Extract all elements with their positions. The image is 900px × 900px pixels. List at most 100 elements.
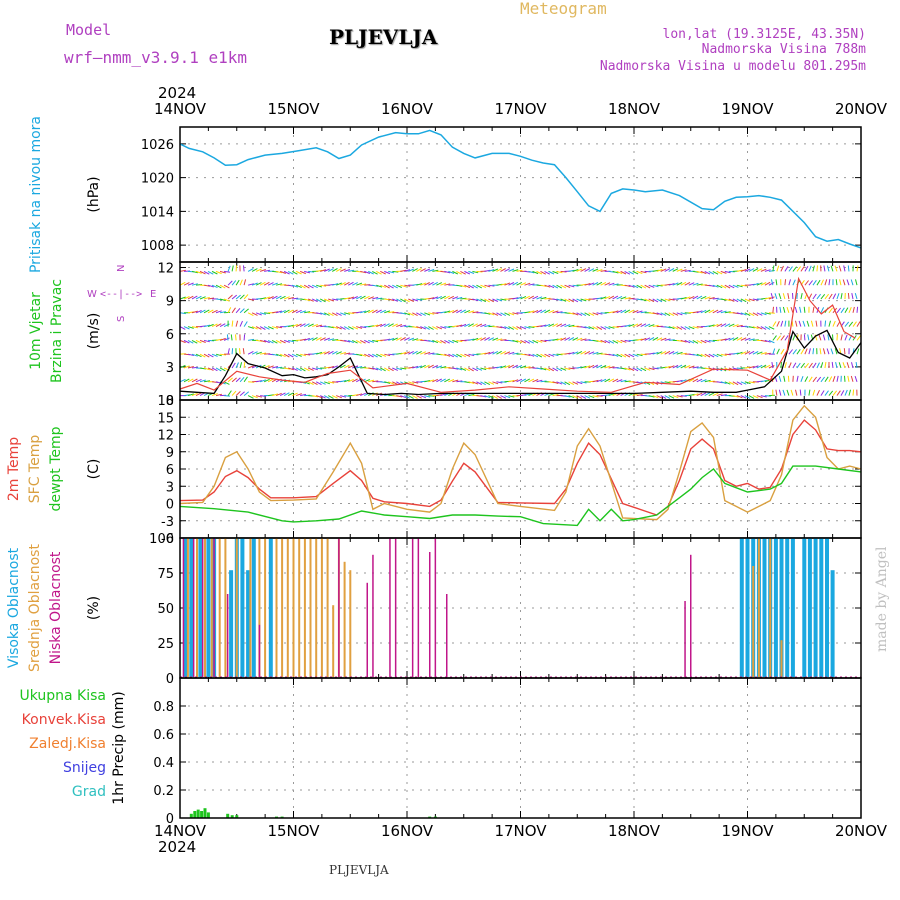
wind-barb [356,353,363,357]
wind-barb [836,293,840,300]
wind-barb [640,353,647,356]
wind-barb [696,339,703,344]
wind-barb [319,337,326,341]
wind-barb [372,309,378,314]
y-tick-label: 100 [149,532,174,547]
wind-barb [199,367,206,370]
wind-barb [496,395,502,399]
wind-barb [692,295,699,300]
wind-barb [568,298,575,303]
wind-barb [802,320,806,327]
wind-barb [500,339,507,341]
wind-barb [408,312,414,316]
wind-barb [672,395,679,399]
wind-barb [600,312,607,314]
wind-barb [408,298,415,302]
wind-barb [851,362,854,369]
pressure-line [179,129,862,249]
wind-barb [456,270,462,275]
wind-barb [660,268,667,272]
wind-barb [295,284,302,289]
wind-barb [720,298,727,301]
wind-barb [620,379,627,383]
wind-barb [179,378,186,383]
wind-barb [756,395,763,399]
wind-barb [640,323,647,328]
wind-barb [316,351,323,355]
wind-barb [392,337,399,341]
wind-barb [820,307,825,314]
wind-barb [831,361,834,369]
wind-barb [267,296,274,300]
wind-barb [436,326,443,330]
wind-barb [846,362,850,369]
wind-barb [488,351,495,355]
wind-barb [432,281,438,286]
wind-barb [624,297,631,300]
wind-barb [191,326,198,329]
wind-barb [696,378,703,383]
wind-barb [836,390,841,396]
wind-barb [320,284,327,287]
wind-barb [348,364,354,369]
wind-barb [388,298,395,302]
wind-barb [408,268,414,272]
wind-barb [786,389,790,396]
wind-barb [592,364,599,369]
wind-barb [780,320,784,327]
wind-barb [476,337,483,341]
wind-barb [331,268,338,272]
wind-barb [532,379,539,383]
wind-barb [768,365,775,369]
wind-barb [279,339,286,344]
wind-barb [195,339,202,344]
wind-barb [816,376,822,383]
wind-barb [275,339,282,344]
wind-barb [692,366,699,369]
wind-barb [408,395,414,399]
wind-barb [720,338,727,341]
wind-barb [231,320,234,327]
mid-cloud-bar [332,605,335,677]
wind-barb [664,326,671,329]
wind-barb [368,309,374,314]
wind-barb [608,366,615,369]
wind-barb [828,376,833,383]
wind-barb [227,307,232,314]
wind-barb [448,339,455,344]
wind-barb [508,395,515,398]
wind-barb [508,282,515,286]
wind-barb [640,298,647,302]
wind-barb [668,365,675,369]
wind-barb [548,309,555,314]
y-tick-label: 12 [157,262,174,277]
wind-barb [576,337,583,341]
wind-barb [684,281,691,286]
wind-barb [628,297,635,300]
wind-barb [692,353,699,357]
wind-barb [672,312,679,316]
wind-barb [191,270,199,274]
wind-barb [247,395,254,399]
y-tick-label: 50 [157,602,174,617]
wind-barb [219,311,226,314]
wind-barb [832,293,837,300]
wind-barb [752,351,759,355]
pressure-frame [179,126,862,263]
precip-unit: 1hr Precip (mm) [111,691,127,804]
wind-barb [488,337,495,341]
wind-barb [835,279,838,286]
wind-barb [708,353,715,358]
wind-barb [460,367,467,371]
wind-barb [191,339,198,344]
y-tick-label: 18 [157,394,174,409]
low-cloud-bar [389,538,391,677]
wind-barb [744,337,751,341]
wind-barb [263,339,270,344]
wind-barb [476,367,483,371]
wind-barb [420,282,427,286]
wind-barb [795,389,798,396]
wind-barb [736,381,743,386]
wind-barb [187,339,194,344]
